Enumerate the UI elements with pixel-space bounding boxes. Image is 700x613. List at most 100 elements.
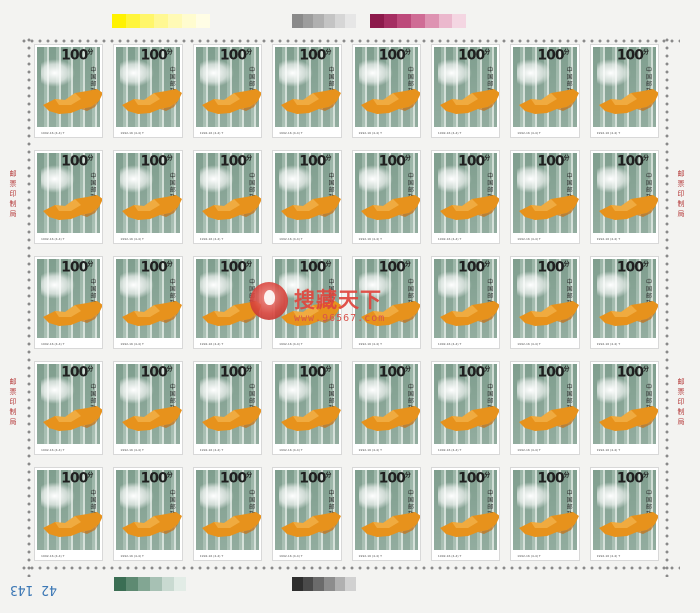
denomination-suffix: 分 (404, 154, 411, 162)
stamp: 100分 中国邮政 1992-16 (4-4) T (272, 467, 342, 561)
stamp-code: 1992-16 (4-4) T (596, 130, 621, 135)
stamp-code: 1992-16 (4-4) T (517, 342, 541, 347)
stamp-code: 1992-16 (4-4) T (596, 554, 621, 558)
orange-crystal-icon (122, 406, 182, 432)
orange-crystal-icon (598, 512, 658, 538)
stamp-denomination: 100分 (537, 364, 569, 381)
margin-inscription-right-lower: 邮票印制局 (677, 378, 685, 428)
orange-crystal-icon (598, 89, 658, 114)
stamp: 100分 中国邮政 1992-16 (4-4) T (34, 149, 104, 244)
stamp-denomination: 100分 (61, 470, 93, 487)
perforation-left (26, 36, 32, 577)
stamp-denomination: 100分 (617, 470, 649, 487)
stamp-denomination: 100分 (379, 259, 411, 275)
stamp-denomination: 100分 (458, 364, 490, 381)
denomination-value: 100 (378, 47, 406, 64)
denomination-value: 100 (616, 365, 644, 382)
orange-crystal-icon (122, 300, 182, 326)
denomination-value: 100 (537, 153, 564, 170)
color-bar-yellow (112, 14, 210, 28)
denomination-value: 100 (219, 259, 247, 276)
margin-inscription-right-upper: 邮票印制局 (677, 170, 685, 220)
orange-crystal-icon (519, 194, 579, 220)
stamp-code: 1992-16 (4-4) T (517, 130, 541, 135)
denomination-value: 100 (219, 153, 247, 170)
orange-crystal-icon (281, 512, 341, 538)
crystal-cluster (517, 164, 552, 193)
stamp-code: 1992-16 (4-4) T (358, 236, 383, 241)
stamp-denomination: 100分 (220, 470, 252, 487)
crystal-cluster (437, 376, 472, 405)
crystal-cluster (199, 376, 234, 405)
crystal-cluster (120, 376, 155, 405)
orange-crystal-icon (598, 406, 658, 432)
denomination-suffix: 分 (87, 366, 93, 374)
stamp-code: 1992-16 (4-4) T (199, 236, 224, 241)
stamp: 100分 中国邮政 1992-16 (4-4) T (351, 44, 421, 138)
orange-crystal-icon (519, 89, 579, 114)
stamp-grid: 100分 中国邮政 1992-16 (4-4) T 100分 中国邮政 1992… (34, 44, 659, 561)
denomination-value: 100 (378, 153, 406, 170)
denomination-suffix: 分 (246, 154, 252, 162)
stamp-code: 1992-16 (4-4) T (41, 448, 65, 453)
stamp-denomination: 100分 (219, 259, 252, 276)
denomination-value: 100 (140, 470, 168, 487)
denomination-value: 100 (219, 47, 247, 64)
crystal-cluster (41, 59, 75, 87)
denomination-value: 100 (140, 153, 168, 170)
crystal-cluster (596, 164, 631, 193)
orange-crystal-icon (519, 300, 579, 326)
stamp-denomination: 100分 (299, 364, 331, 382)
stamp: 100分 中国邮政 1992-16 (4-4) T (272, 149, 342, 244)
perforation-top (20, 38, 680, 44)
stamp: 100分 中国邮政 1992-16 (4-4) T (113, 149, 183, 244)
stamp: 100分 中国邮政 1992-16 (4-4) T (34, 44, 104, 138)
sheet-number: 42 143 (10, 582, 57, 597)
denomination-suffix: 分 (325, 472, 331, 480)
stamp-denomination: 100分 (458, 47, 490, 64)
denomination-value: 100 (537, 47, 564, 64)
crystal-cluster (358, 482, 393, 511)
denomination-value: 100 (299, 365, 326, 382)
stamp: 100分 中国邮政 1992-16 (4-4) T (34, 255, 104, 350)
denomination-suffix: 分 (642, 154, 649, 162)
crystal-cluster (199, 164, 234, 193)
denomination-suffix: 分 (404, 49, 411, 56)
crystal-cluster (358, 164, 393, 193)
denomination-value: 100 (299, 153, 326, 170)
crystal-cluster (517, 482, 552, 511)
stamp: 100分 中国邮政 1992-16 (4-4) T (430, 361, 501, 456)
crystal-cluster (596, 376, 631, 405)
orange-crystal-icon (439, 300, 500, 326)
stamp-denomination: 100分 (458, 470, 490, 487)
orange-crystal-icon (360, 300, 420, 326)
denomination-suffix: 分 (246, 472, 252, 480)
orange-crystal-icon (122, 89, 182, 114)
stamp-code: 1992-16 (4-4) T (120, 236, 144, 241)
orange-crystal-icon (519, 512, 579, 538)
stamp: 100分 中国邮政 1992-16 (4-4) T (589, 361, 659, 456)
crystal-cluster (358, 270, 393, 299)
stamp-denomination: 100分 (140, 153, 173, 170)
orange-crystal-icon (360, 89, 420, 114)
stamp: 100分 中国邮政 1992-16 (4-4) T (113, 44, 183, 138)
stamp-code: 1992-16 (4-4) T (199, 554, 224, 558)
crystal-cluster (517, 59, 552, 87)
denomination-value: 100 (61, 153, 88, 170)
orange-crystal-icon (201, 512, 262, 538)
denomination-value: 100 (458, 153, 485, 170)
denomination-value: 100 (616, 47, 644, 64)
orange-crystal-icon (281, 194, 341, 220)
denomination-suffix: 分 (404, 366, 411, 374)
orange-crystal-icon (43, 300, 103, 326)
crystal-cluster (437, 59, 472, 87)
denomination-suffix: 分 (563, 154, 570, 162)
stamp-denomination: 100分 (458, 153, 490, 170)
denomination-value: 100 (537, 470, 564, 487)
denomination-suffix: 分 (404, 260, 411, 268)
orange-crystal-icon (439, 406, 500, 432)
denomination-suffix: 分 (563, 260, 570, 268)
denomination-value: 100 (378, 365, 406, 382)
orange-crystal-icon (43, 89, 103, 114)
crystal-cluster (120, 164, 155, 193)
